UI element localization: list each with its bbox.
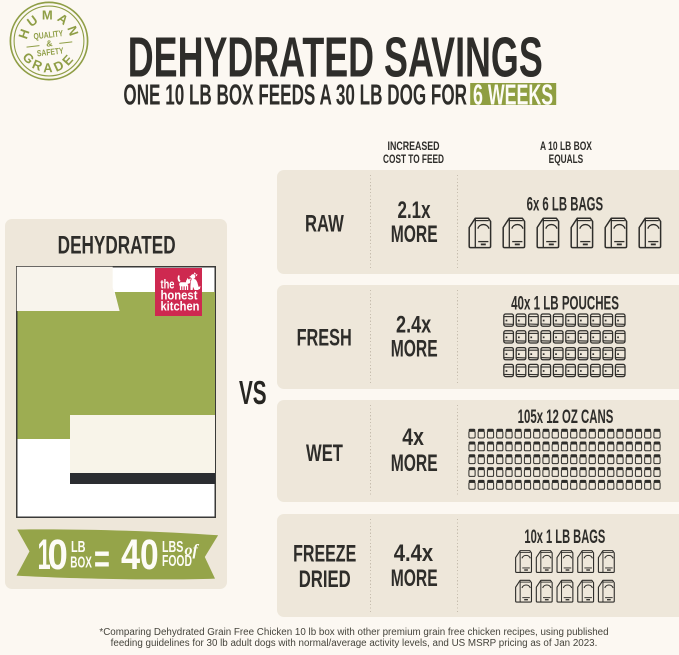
svg-text:1: 1 xyxy=(38,532,51,579)
svg-text:10x 1 LB BAGS: 10x 1 LB BAGS xyxy=(524,527,605,548)
svg-text:4.4x: 4.4x xyxy=(394,539,434,566)
svg-text:2.4x: 2.4x xyxy=(396,311,431,338)
svg-text:2.1x: 2.1x xyxy=(398,197,431,224)
svg-text:0: 0 xyxy=(140,531,159,579)
svg-text:MORE: MORE xyxy=(391,336,438,362)
svg-text:FOOD: FOOD xyxy=(162,552,192,570)
svg-text:WET: WET xyxy=(306,440,343,467)
svg-text:COST TO FEED: COST TO FEED xyxy=(383,154,444,167)
svg-text:LB: LB xyxy=(71,538,86,555)
svg-text:40x 1 LB POUCHES: 40x 1 LB POUCHES xyxy=(511,292,619,314)
svg-text:MORE: MORE xyxy=(391,451,438,477)
svg-text:DEHYDRATED SAVINGS: DEHYDRATED SAVINGS xyxy=(128,26,543,89)
svg-text:ONE 10 LB BOX FEEDS A 30 LB DO: ONE 10 LB BOX FEEDS A 30 LB DOG FOR xyxy=(123,79,467,111)
svg-text:6 WEEKS: 6 WEEKS xyxy=(473,80,553,112)
svg-text:MORE: MORE xyxy=(391,566,438,592)
svg-text:DEHYDRATED: DEHYDRATED xyxy=(58,231,176,259)
svg-text:=: = xyxy=(94,537,110,581)
svg-text:0: 0 xyxy=(47,531,67,578)
svg-text:BOX: BOX xyxy=(70,553,92,571)
svg-text:4: 4 xyxy=(121,531,140,578)
svg-text:EQUALS: EQUALS xyxy=(549,154,584,167)
svg-text:&: & xyxy=(46,38,53,49)
svg-text:DRIED: DRIED xyxy=(299,566,351,593)
svg-text:of: of xyxy=(185,542,200,559)
svg-text:RAW: RAW xyxy=(305,210,344,237)
svg-text:VS: VS xyxy=(239,374,267,411)
svg-text:SAFETY: SAFETY xyxy=(36,46,64,59)
svg-text:FRESH: FRESH xyxy=(297,325,352,352)
svg-text:INCREASED: INCREASED xyxy=(387,140,439,154)
svg-text:A 10 LB BOX: A 10 LB BOX xyxy=(540,141,592,154)
svg-text:honest: honest xyxy=(160,288,197,303)
svg-text:the: the xyxy=(160,278,174,292)
svg-text:6x 6 LB BAGS: 6x 6 LB BAGS xyxy=(527,195,604,216)
svg-text:LBS: LBS xyxy=(162,538,183,555)
svg-text:kitchen: kitchen xyxy=(160,299,199,314)
svg-text:4x: 4x xyxy=(402,423,424,450)
svg-text:FREEZE: FREEZE xyxy=(293,540,356,567)
svg-text:MORE: MORE xyxy=(391,222,438,248)
svg-text:QUALITY: QUALITY xyxy=(33,28,64,41)
svg-text:105x 12 OZ CANS: 105x 12 OZ CANS xyxy=(518,407,614,428)
